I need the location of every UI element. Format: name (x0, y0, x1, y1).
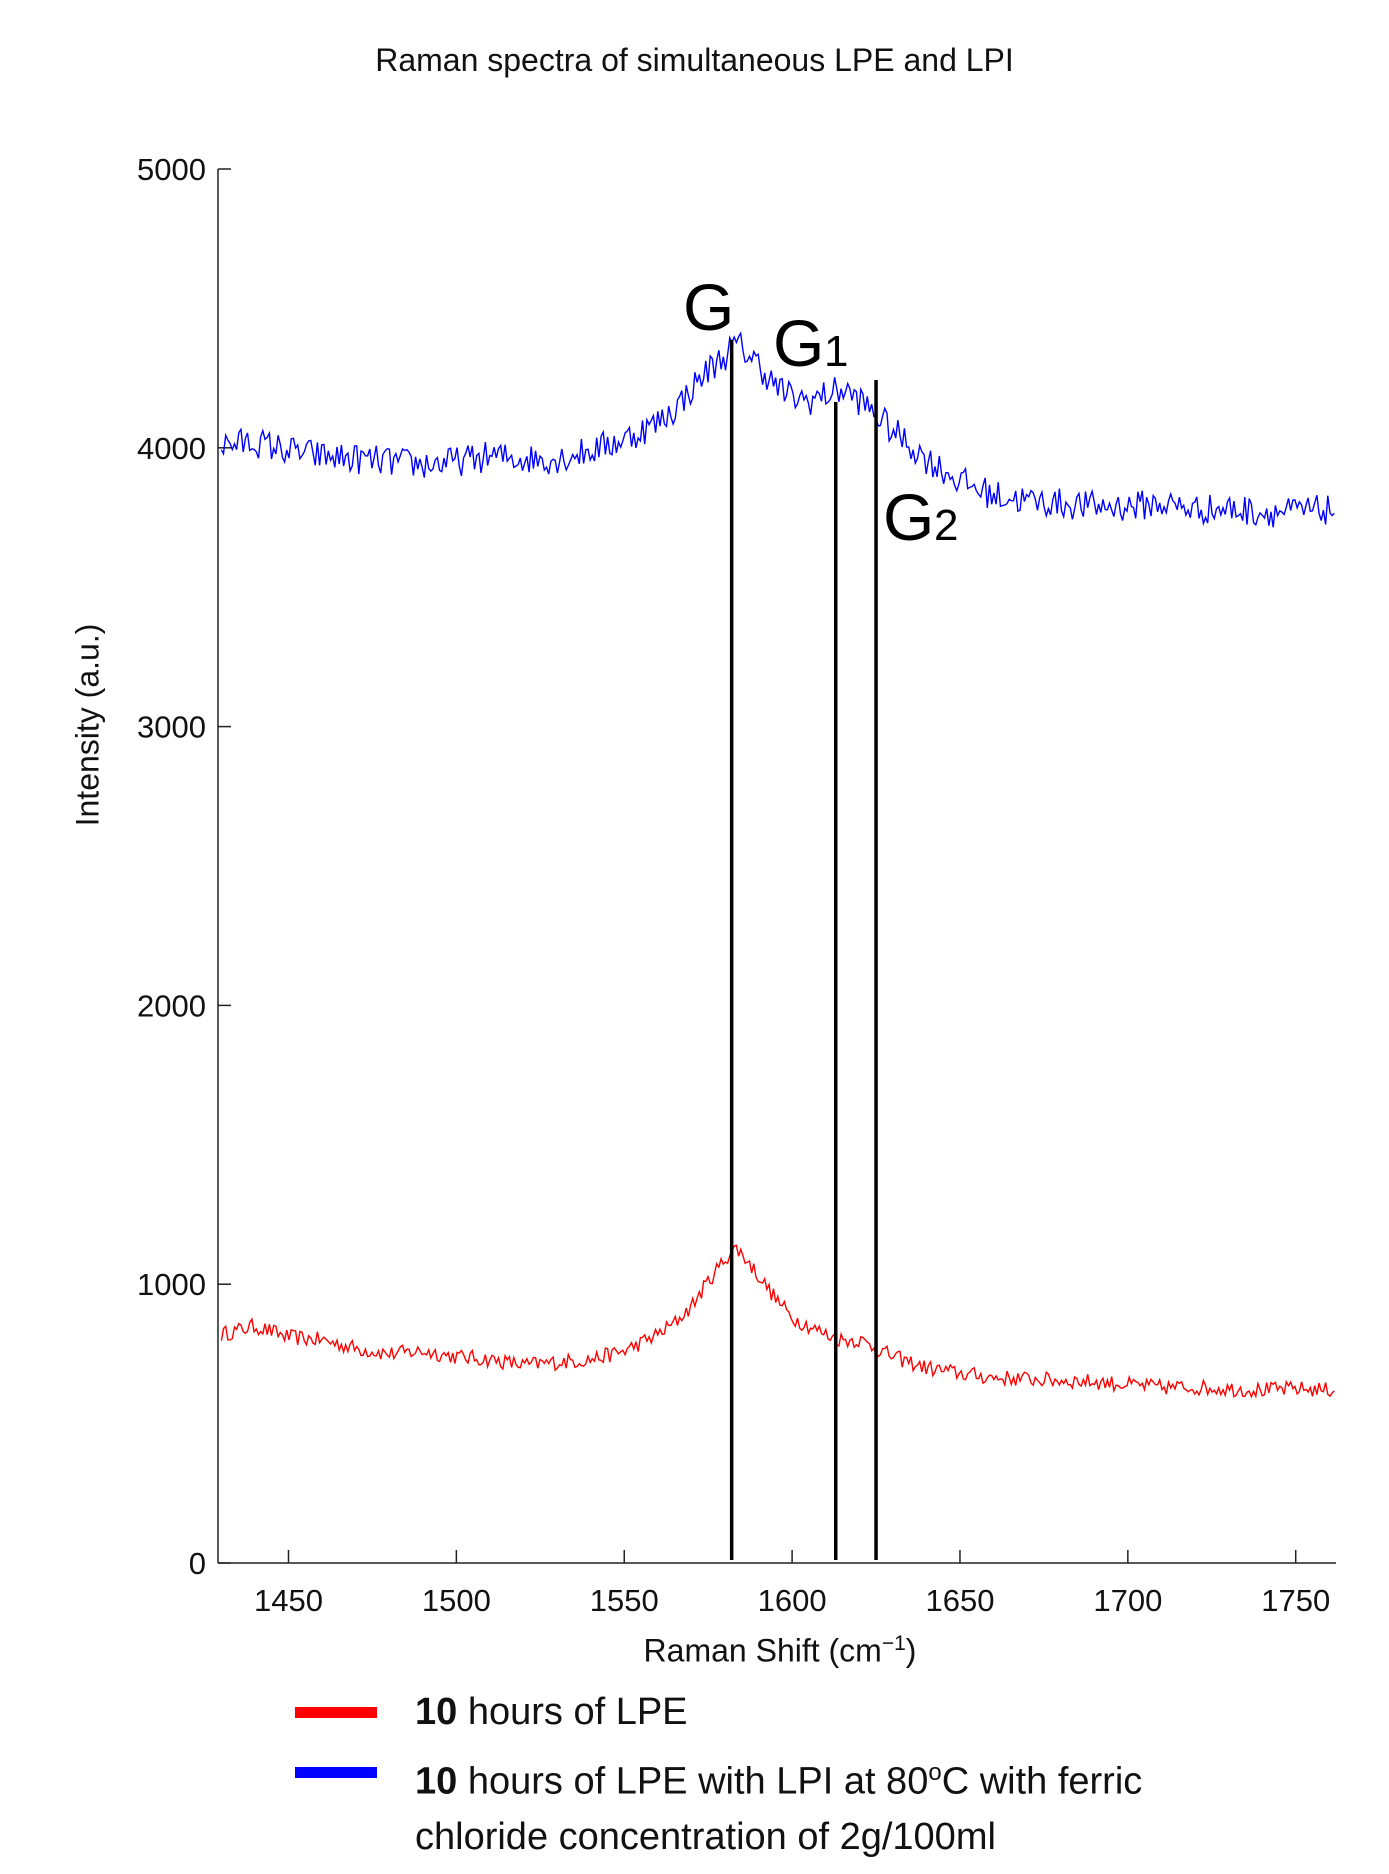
y-tick-label-4000: 4000 (137, 431, 206, 466)
legend-label-lpe-lpi: 10 hours of LPE with LPI at 80oC with fe… (415, 1745, 1275, 1865)
x-axis-label-tail: ) (905, 1632, 917, 1669)
y-tick-label-5000: 5000 (137, 152, 206, 187)
series-line-0 (220, 1244, 1335, 1399)
x-tick-label-1700: 1700 (1093, 1583, 1162, 1618)
marker-label-sub-1: 1 (824, 327, 848, 376)
legend-swatch-lpe (295, 1707, 377, 1718)
legend-item-lpe: 10 hours of LPE (295, 1685, 1295, 1745)
legend-label-lpe-lpi-bold: 10 (415, 1760, 458, 1803)
y-tick-label-0: 0 (189, 1546, 206, 1581)
x-tick-label-1650: 1650 (925, 1583, 994, 1618)
marker-label-2: G (883, 480, 934, 554)
chart-title: Raman spectra of simultaneous LPE and LP… (375, 42, 1014, 78)
x-tick-label-1600: 1600 (758, 1583, 827, 1618)
marker-label-1: G (773, 306, 824, 380)
x-axis-label: Raman Shift (cm−1) (644, 1632, 917, 1670)
x-tick-label-1550: 1550 (590, 1583, 659, 1618)
x-tick-label-1500: 1500 (422, 1583, 491, 1618)
x-tick-label-1750: 1750 (1261, 1583, 1330, 1618)
legend-swatch-lpe-lpi (295, 1767, 377, 1778)
y-tick-label-1000: 1000 (137, 1267, 206, 1302)
series-line-1 (220, 331, 1335, 528)
legend-label-lpe-lpi-text: hours of LPE with LPI at 80 (457, 1760, 929, 1803)
marker-label-sub-2: 2 (934, 501, 958, 550)
legend-label-lpe: 10 hours of LPE (415, 1685, 1275, 1740)
marker-label-0: G (683, 270, 734, 344)
legend-label-lpe-bold: 10 (415, 1691, 458, 1733)
y-tick-label-2000: 2000 (137, 988, 206, 1023)
legend-label-lpe-text: hours of LPE (457, 1691, 688, 1733)
legend-label-lpe-lpi-tail: C with ferric chloride concentration of … (415, 1760, 1143, 1858)
legend-item-lpe-lpi: 10 hours of LPE with LPI at 80oC with fe… (295, 1745, 1295, 1858)
legend: 10 hours of LPE 10 hours of LPE with LPI… (295, 1685, 1295, 1858)
legend-label-lpe-lpi-degree: o (928, 1759, 942, 1786)
y-tick-label-3000: 3000 (137, 710, 206, 745)
x-axis-label-text: Raman Shift (cm (643, 1632, 882, 1669)
x-tick-label-1450: 1450 (254, 1583, 323, 1618)
x-axis-label-exponent: −1 (881, 1632, 906, 1655)
